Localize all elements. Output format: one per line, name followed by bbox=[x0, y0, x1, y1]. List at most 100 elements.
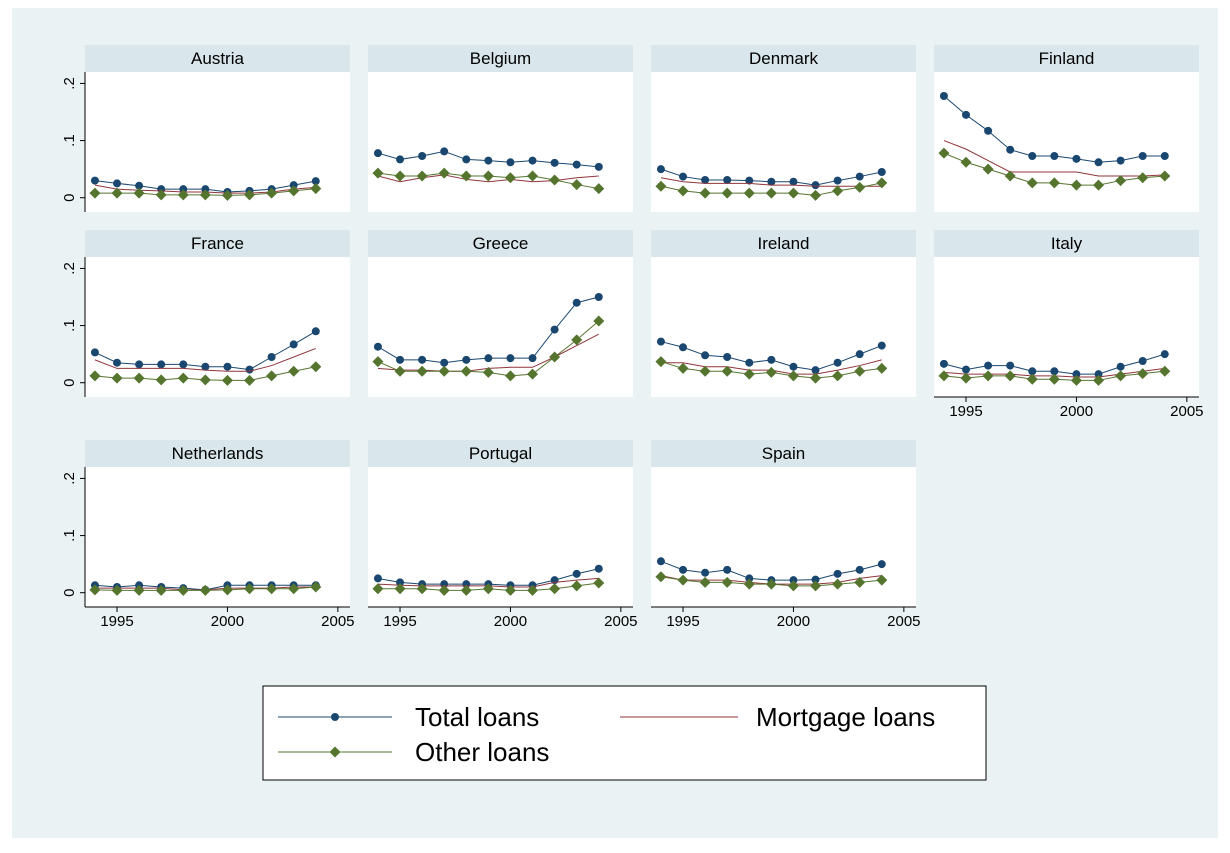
data-point bbox=[527, 584, 539, 596]
data-point bbox=[1028, 367, 1037, 376]
data-point bbox=[1094, 158, 1103, 167]
data-point bbox=[876, 362, 888, 374]
data-point bbox=[743, 187, 755, 199]
data-point bbox=[460, 365, 472, 377]
data-point bbox=[960, 156, 972, 168]
plot-area bbox=[368, 257, 633, 397]
data-point bbox=[765, 578, 777, 590]
data-point bbox=[201, 362, 210, 371]
panel-title: Portugal bbox=[469, 444, 532, 463]
data-point bbox=[135, 181, 144, 190]
data-point bbox=[723, 565, 732, 574]
data-point bbox=[484, 354, 493, 363]
data-point bbox=[787, 370, 799, 382]
data-point bbox=[938, 147, 950, 159]
data-point bbox=[179, 360, 188, 369]
data-point bbox=[179, 185, 188, 194]
data-point bbox=[373, 342, 382, 351]
data-point bbox=[721, 187, 733, 199]
x-tick-label: 1995 bbox=[666, 613, 699, 630]
data-point bbox=[310, 361, 322, 373]
data-point bbox=[571, 179, 583, 191]
data-point bbox=[1160, 350, 1169, 359]
data-point bbox=[90, 176, 99, 185]
data-point bbox=[593, 577, 605, 589]
data-point bbox=[1048, 373, 1060, 385]
data-point bbox=[1006, 145, 1015, 154]
x-tick-label: 2005 bbox=[604, 613, 637, 630]
data-point bbox=[89, 584, 101, 596]
data-point bbox=[743, 578, 755, 590]
data-point bbox=[832, 185, 844, 197]
data-point bbox=[656, 557, 665, 566]
data-point bbox=[1116, 362, 1125, 371]
data-point bbox=[1028, 152, 1037, 160]
data-point bbox=[221, 374, 233, 386]
data-point bbox=[245, 365, 254, 374]
y-tick-label: 0 bbox=[61, 589, 78, 597]
data-point bbox=[438, 365, 450, 377]
data-point bbox=[549, 351, 561, 363]
data-point bbox=[416, 170, 428, 182]
data-point bbox=[1115, 175, 1127, 187]
x-tick-label: 2000 bbox=[1060, 403, 1093, 420]
data-point bbox=[440, 147, 449, 156]
legend-marker bbox=[331, 713, 339, 721]
data-point bbox=[984, 126, 993, 135]
panel-title: Greece bbox=[473, 234, 529, 253]
data-point bbox=[594, 564, 603, 573]
data-point bbox=[373, 149, 382, 158]
data-point bbox=[962, 110, 971, 119]
data-point bbox=[1159, 170, 1171, 182]
data-point bbox=[854, 181, 866, 193]
data-point bbox=[396, 578, 405, 587]
legend-marker bbox=[329, 746, 341, 758]
data-point bbox=[810, 189, 822, 201]
x-tick-label: 1995 bbox=[100, 613, 133, 630]
data-point bbox=[1093, 179, 1105, 191]
data-point bbox=[699, 187, 711, 199]
data-point bbox=[656, 165, 665, 174]
data-point bbox=[572, 569, 581, 578]
data-point bbox=[1026, 177, 1038, 189]
y-tick-label: .2 bbox=[61, 262, 78, 275]
data-point bbox=[723, 176, 732, 184]
data-point bbox=[701, 568, 710, 577]
data-point bbox=[89, 187, 101, 199]
series-line bbox=[377, 174, 599, 183]
data-point bbox=[199, 584, 211, 596]
data-point bbox=[855, 172, 864, 181]
data-point bbox=[677, 362, 689, 374]
data-point bbox=[394, 583, 406, 595]
data-point bbox=[177, 189, 189, 201]
data-point bbox=[572, 160, 581, 169]
data-point bbox=[787, 187, 799, 199]
data-point bbox=[679, 565, 688, 574]
data-point bbox=[113, 179, 122, 188]
panel-title: Belgium bbox=[470, 49, 531, 68]
data-point bbox=[89, 370, 101, 382]
data-point bbox=[396, 355, 405, 364]
data-point bbox=[267, 353, 276, 361]
data-point bbox=[571, 580, 583, 592]
data-point bbox=[721, 576, 733, 588]
data-point bbox=[482, 170, 494, 182]
x-tick-label: 2000 bbox=[494, 613, 527, 630]
data-point bbox=[745, 176, 754, 185]
panel-header bbox=[934, 230, 1199, 257]
data-point bbox=[656, 337, 665, 346]
data-point bbox=[571, 334, 583, 346]
data-point bbox=[1048, 177, 1060, 189]
legend-label: Total loans bbox=[415, 702, 539, 732]
data-point bbox=[855, 565, 864, 574]
data-point bbox=[527, 170, 539, 182]
data-point bbox=[289, 181, 298, 190]
data-point bbox=[221, 189, 233, 201]
data-point bbox=[223, 362, 232, 371]
data-point bbox=[244, 189, 256, 201]
data-point bbox=[679, 343, 688, 352]
data-point bbox=[550, 158, 559, 167]
data-point bbox=[1137, 172, 1149, 184]
data-point bbox=[90, 348, 99, 357]
panel-title: Finland bbox=[1039, 49, 1095, 68]
